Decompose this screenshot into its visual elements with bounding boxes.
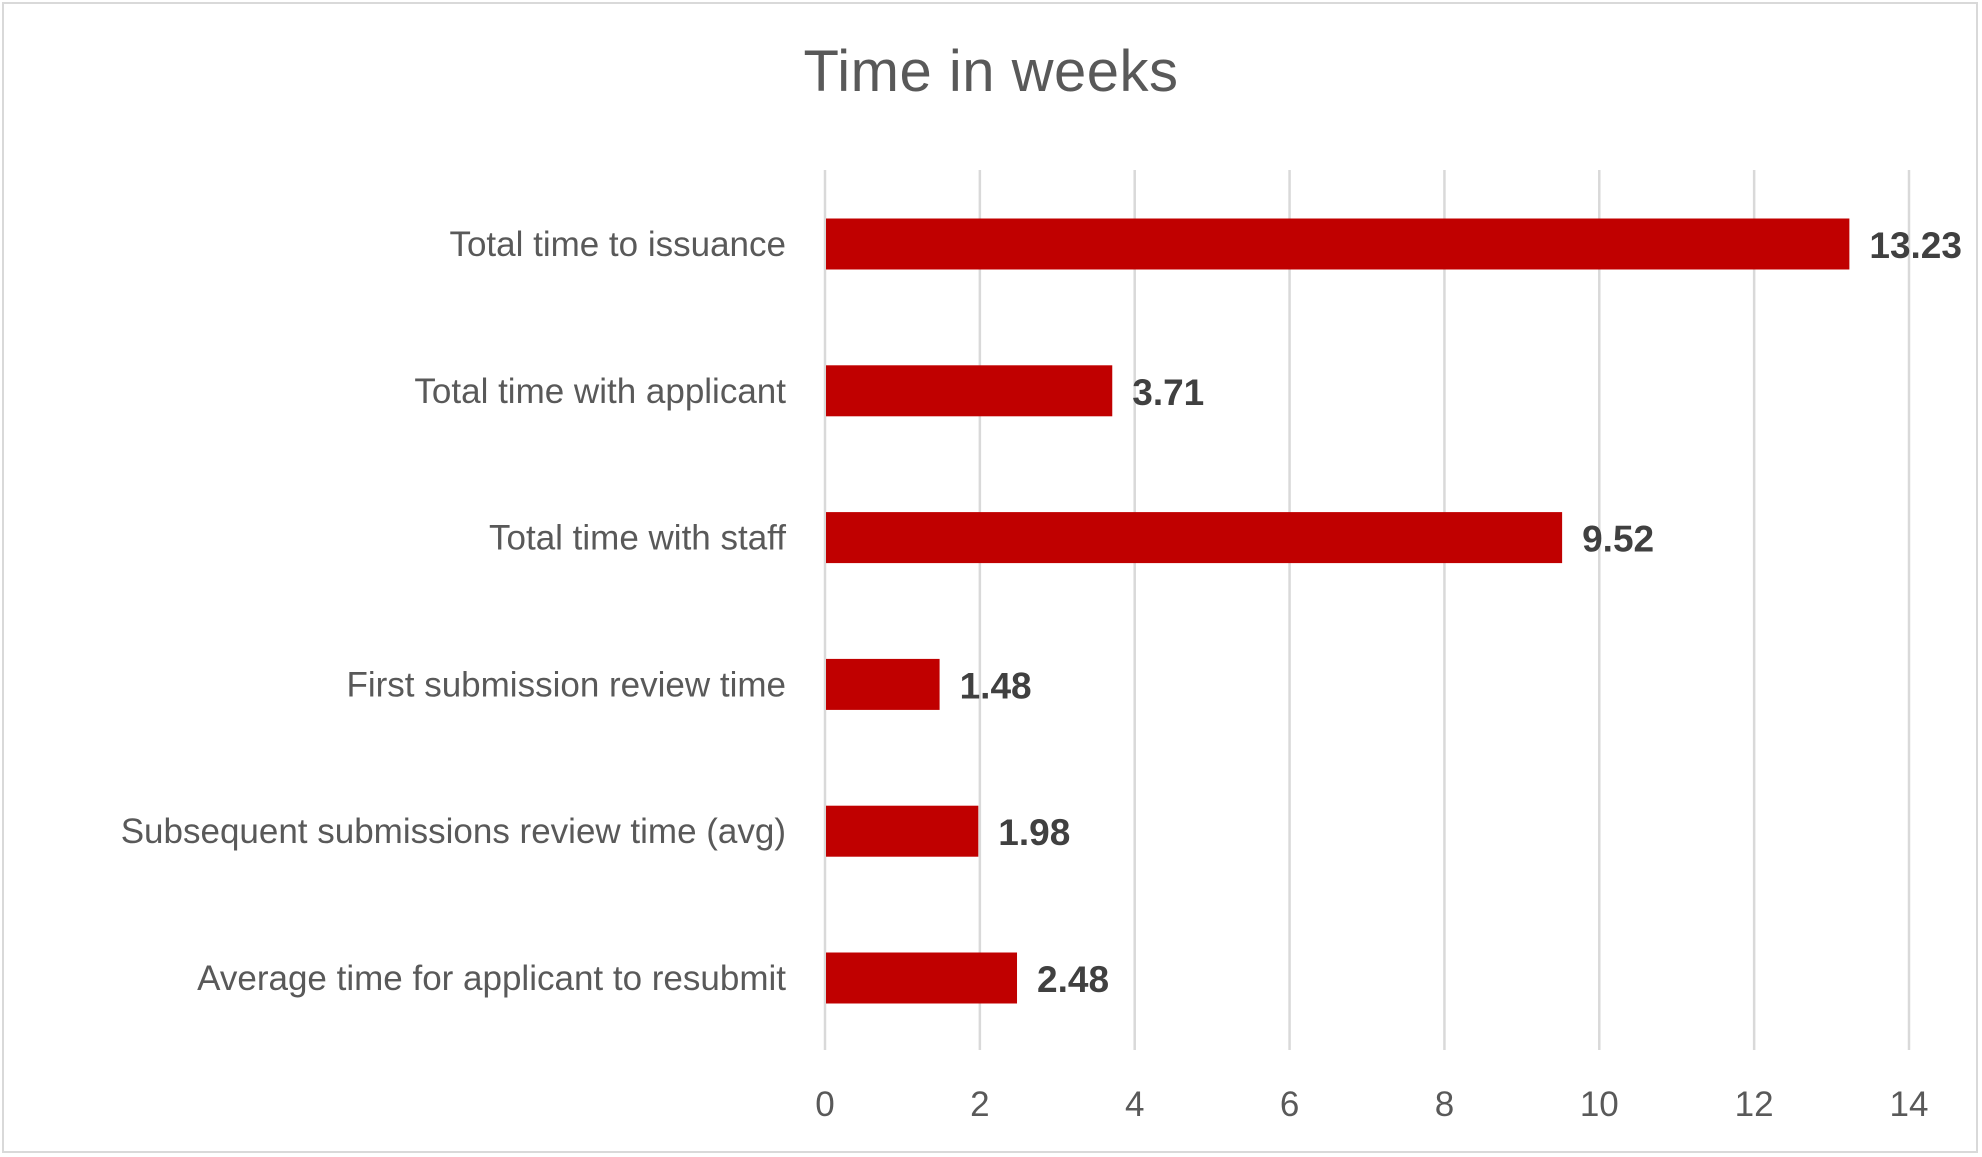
bar (826, 952, 1018, 1004)
x-tick-label: 8 (1435, 1085, 1454, 1124)
data-label: 13.23 (1869, 225, 1962, 266)
bar (826, 218, 1850, 270)
category-label: Subsequent submissions review time (avg) (121, 812, 786, 851)
x-tick-label: 12 (1735, 1085, 1774, 1124)
x-tick-label: 4 (1125, 1085, 1144, 1124)
category-label: Total time with applicant (414, 372, 786, 411)
data-label: 1.48 (960, 665, 1032, 706)
category-label: Average time for applicant to resubmit (197, 959, 786, 998)
x-tick-label: 2 (970, 1085, 989, 1124)
category-label: Total time to issuance (449, 225, 786, 264)
data-label: 3.71 (1132, 372, 1204, 413)
x-tick-label: 10 (1580, 1085, 1619, 1124)
category-labels: Total time to issuance Total time with ap… (121, 225, 787, 998)
data-label: 2.48 (1037, 959, 1109, 1000)
data-labels: 13.23 3.71 9.52 1.48 1.98 2.48 (960, 225, 1962, 1000)
x-axis-tick-labels: 0 2 4 6 8 10 12 14 (815, 1085, 1928, 1124)
bar (826, 658, 940, 710)
category-label: First submission review time (346, 665, 786, 704)
bars (826, 218, 1850, 1004)
data-label: 1.98 (998, 812, 1070, 853)
bar (826, 365, 1113, 417)
x-tick-label: 6 (1280, 1085, 1299, 1124)
x-tick-label: 14 (1890, 1085, 1929, 1124)
x-tick-label: 0 (815, 1085, 834, 1124)
data-label: 9.52 (1582, 519, 1654, 560)
category-label: Total time with staff (489, 519, 786, 558)
bar (826, 512, 1563, 564)
gridlines (823, 170, 1911, 1050)
chart-title: Time in weeks (803, 39, 1179, 104)
bar (826, 805, 979, 857)
